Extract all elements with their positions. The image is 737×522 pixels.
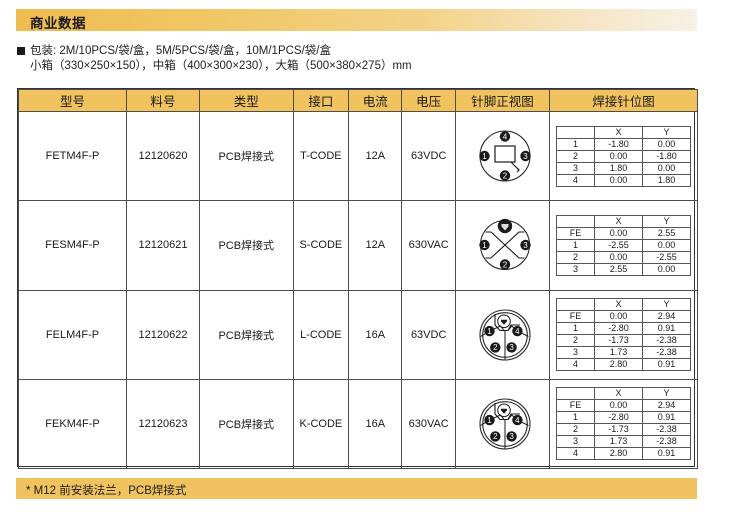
svg-text:1: 1 <box>487 327 492 336</box>
svg-text:2: 2 <box>503 171 508 180</box>
svg-text:4: 4 <box>503 132 508 141</box>
svg-text:2: 2 <box>503 261 508 270</box>
svg-text:1: 1 <box>487 416 492 425</box>
svg-text:1: 1 <box>482 241 487 250</box>
svg-text:1: 1 <box>482 152 487 161</box>
svg-text:4: 4 <box>515 327 520 336</box>
svg-text:2: 2 <box>493 432 498 441</box>
svg-text:3: 3 <box>509 432 514 441</box>
svg-text:3: 3 <box>523 152 528 161</box>
svg-text:2: 2 <box>493 343 498 352</box>
svg-text:4: 4 <box>515 416 520 425</box>
svg-text:3: 3 <box>523 241 528 250</box>
svg-text:3: 3 <box>509 343 514 352</box>
